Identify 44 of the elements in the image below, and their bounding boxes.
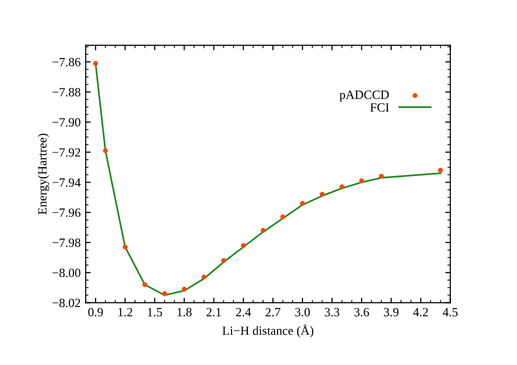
legend-label: FCI	[370, 103, 389, 112]
point	[221, 258, 226, 263]
y-tick-label: −7.94	[52, 178, 81, 187]
point	[320, 192, 325, 197]
point	[202, 274, 206, 280]
x-tick-label: 2.1	[206, 308, 221, 316]
point	[182, 286, 187, 292]
y-tick-label: −7.98	[52, 238, 80, 248]
point	[280, 214, 286, 220]
x-tick-label: 1.5	[148, 308, 162, 316]
point	[378, 174, 384, 179]
y-tick-label: −8.02	[52, 298, 80, 308]
point	[300, 200, 305, 206]
x-tick-label: 3.0	[295, 308, 310, 316]
y-tick-label: −7.86	[52, 58, 80, 66]
point	[103, 148, 108, 154]
x-tick-label: 2.4	[236, 308, 251, 316]
x-tick-label: 4.5	[442, 308, 458, 316]
x-tick-label: 0.9	[88, 308, 103, 316]
point	[162, 291, 167, 296]
x-tick-label: 3.6	[354, 308, 370, 316]
point	[142, 282, 148, 288]
point	[340, 184, 344, 190]
y-tick-label: −7.92	[52, 148, 80, 157]
legend-label: pADCCD	[340, 90, 389, 102]
x-tick-label: 4.2	[413, 308, 428, 316]
x-tick-label: 1.2	[118, 308, 132, 316]
x-tick-label: 2.7	[266, 308, 280, 316]
point	[438, 168, 443, 173]
x-tick-label: 3.3	[324, 308, 340, 316]
line-series	[94, 62, 442, 296]
point	[260, 228, 266, 233]
point	[122, 244, 128, 250]
x-tick-label: 3.9	[384, 308, 398, 316]
point	[240, 243, 246, 248]
y-axis-title: Energy(Hartree)	[38, 134, 50, 214]
y-tick-label: −7.90	[52, 118, 80, 127]
x-axis-title: Li−H distance (Å)	[222, 324, 314, 338]
point	[359, 178, 364, 184]
y-tick-label: −7.88	[52, 88, 80, 96]
x-tick-label: 1.8	[178, 308, 192, 316]
y-tick-label: −7.96	[52, 208, 80, 217]
y-tick-label: −8.00	[52, 268, 80, 278]
point	[93, 60, 98, 66]
